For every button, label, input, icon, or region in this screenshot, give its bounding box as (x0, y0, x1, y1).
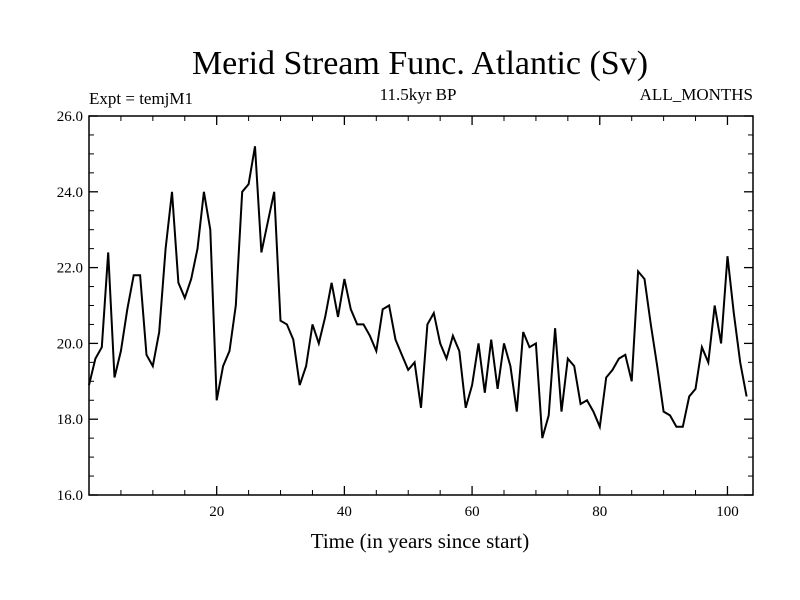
x-tick-label: 100 (716, 504, 739, 520)
y-tick-label: 18.0 (57, 412, 83, 428)
series-layer (88, 146, 748, 439)
x-tick-label: 20 (209, 504, 224, 520)
y-tick-label: 22.0 (57, 261, 83, 277)
x-axis: 20 40 60 80 100 (120, 116, 739, 520)
series-line (88, 146, 748, 439)
chart-title: Merid Stream Func. Atlantic (Sv) (192, 45, 648, 82)
y-tick-label: 16.0 (57, 488, 83, 504)
annotation-center: 11.5kyr BP (380, 85, 457, 104)
x-axis-label: Time (in years since start) (311, 529, 530, 553)
y-tick-label: 20.0 (57, 336, 83, 352)
plot-frame (88, 115, 754, 496)
y-tick-label: 24.0 (57, 185, 83, 201)
annotation-left: Expt = temjM1 (89, 89, 193, 108)
y-tick-label: 26.0 (57, 109, 83, 125)
y-axis: 16.0 18.0 20.0 22.0 24.0 26.0 (57, 109, 753, 504)
x-tick-label: 40 (337, 504, 352, 520)
annotation-right: ALL_MONTHS (640, 85, 753, 104)
x-tick-label: 80 (592, 504, 607, 520)
x-tick-label: 60 (465, 504, 480, 520)
